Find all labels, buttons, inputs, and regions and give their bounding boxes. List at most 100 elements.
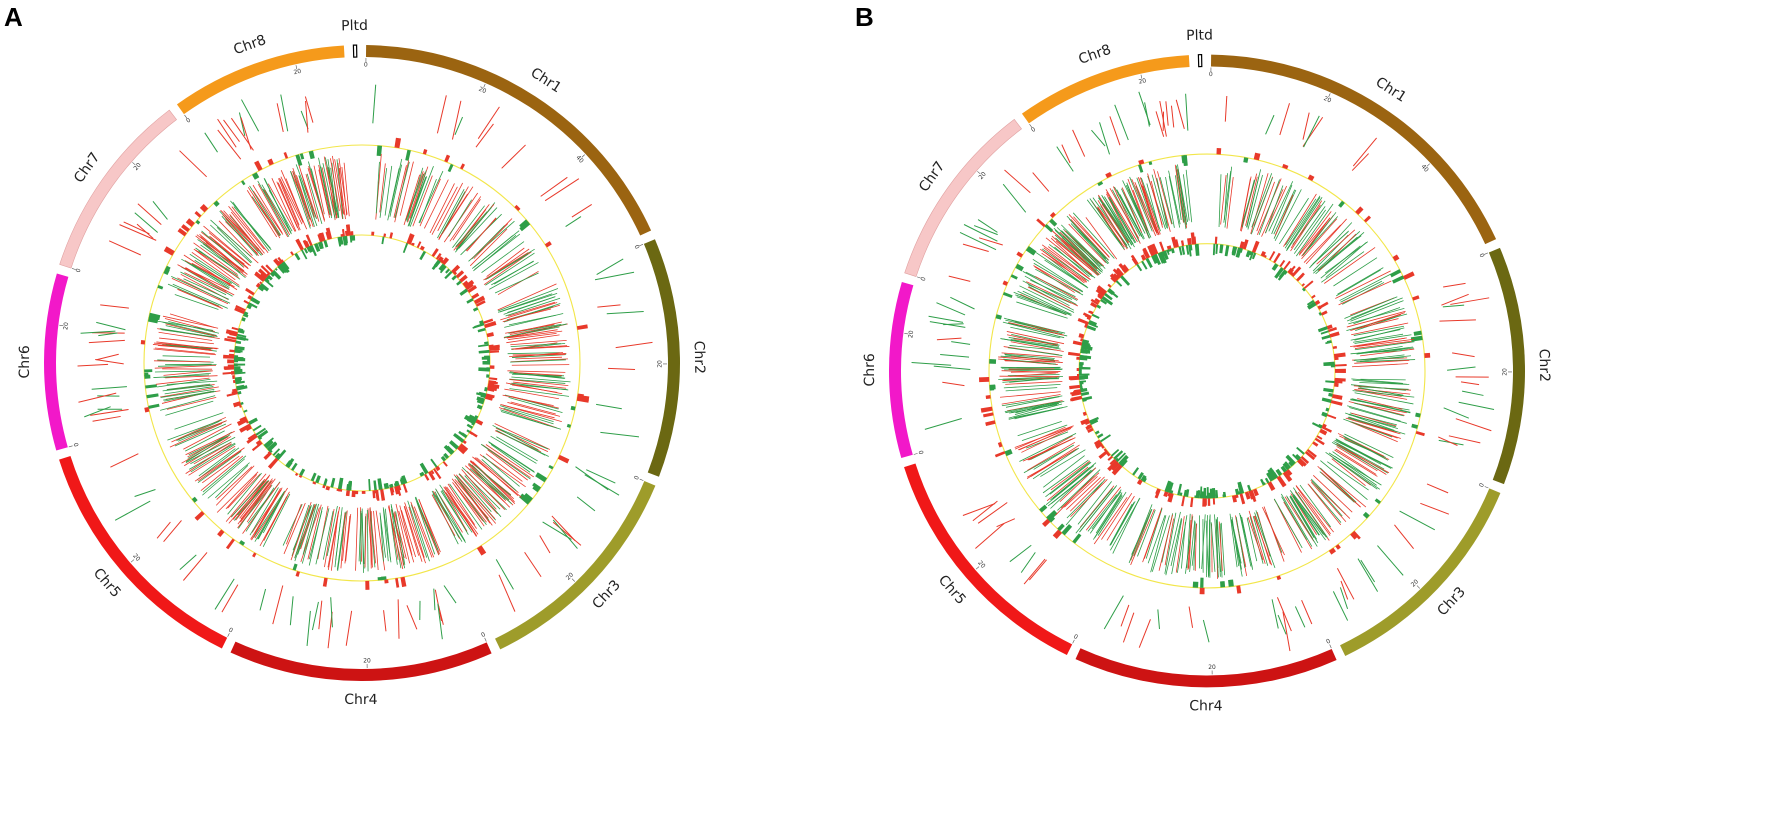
dense-feature-line (494, 423, 550, 450)
outer-histogram-bar (1403, 271, 1415, 280)
dense-feature-line (1051, 235, 1099, 276)
dense-feature-line (452, 205, 485, 249)
dense-feature-line (497, 288, 559, 312)
inner-histogram-bar (1232, 495, 1235, 500)
inner-histogram-bar (305, 234, 313, 246)
dense-feature-line (513, 372, 562, 376)
dense-feature-line (1305, 218, 1347, 265)
inner-histogram-bar (265, 441, 274, 449)
inner-histogram-bar (270, 272, 275, 277)
inner-histogram-bar (1078, 333, 1085, 339)
dense-feature-line (1105, 189, 1138, 243)
outer-feature-line (1109, 116, 1121, 146)
outer-histogram-bar (532, 485, 540, 493)
inner-histogram-bar (1088, 319, 1098, 327)
inner-histogram-bar (254, 271, 266, 281)
outer-feature-line (451, 100, 462, 140)
outer-feature-line (1377, 545, 1404, 576)
dense-feature-line (1066, 482, 1103, 519)
dense-feature-line (1042, 459, 1089, 494)
outer-histogram-bar (394, 137, 402, 149)
dense-feature-line (1023, 444, 1075, 474)
inner-histogram-bar (466, 298, 474, 304)
dense-feature-line (216, 227, 253, 263)
inner-histogram-bar (472, 307, 479, 312)
outer-feature-line (975, 522, 1005, 549)
outer-histogram-bar (1148, 161, 1153, 166)
dense-feature-line (1017, 290, 1072, 316)
dense-feature-line (1027, 286, 1071, 309)
chromosome-label-chr1: Chr1 (1373, 74, 1410, 106)
tick-mark (1072, 639, 1075, 644)
dense-feature-line (1001, 395, 1063, 407)
inner-histogram-bar (1283, 270, 1288, 275)
dense-feature-line (189, 253, 240, 288)
outer-histogram-bar (1355, 206, 1364, 215)
inner-histogram-bar (236, 333, 247, 338)
inner-histogram-bar (315, 475, 321, 484)
dense-feature-line (336, 512, 346, 570)
dense-feature-line (1022, 280, 1070, 307)
inner-histogram-bar (1283, 471, 1293, 481)
outer-feature-line (475, 123, 494, 148)
inner-histogram-bar (231, 326, 239, 331)
outer-histogram-bar (422, 148, 428, 155)
inner-histogram-bar (1280, 465, 1288, 473)
inner-histogram-bar (1082, 398, 1087, 402)
dense-feature-line (1201, 514, 1206, 569)
dense-feature-line (330, 167, 337, 212)
dense-feature-line (387, 506, 404, 570)
inner-histogram-bar (1076, 368, 1080, 371)
inner-histogram-bar (476, 399, 485, 405)
inner-histogram-bar (227, 359, 235, 364)
dense-feature-line (1001, 394, 1061, 405)
inner-histogram-bar (271, 269, 282, 280)
dense-feature-line (1168, 176, 1181, 228)
dense-feature-line (1274, 194, 1294, 236)
dense-feature-line (412, 175, 433, 227)
inner-histogram-bar (243, 409, 248, 413)
dense-feature-line (509, 388, 570, 397)
tick-label: 40 (1419, 163, 1429, 173)
inner-histogram-bar (1109, 273, 1119, 282)
outer-feature-line (98, 332, 118, 337)
outer-feature-line (276, 103, 284, 133)
dense-feature-line (498, 407, 558, 429)
dense-feature-line (1021, 428, 1072, 453)
dense-feature-line (1349, 407, 1407, 424)
inner-histogram-bar (223, 354, 235, 359)
inner-histogram-bar (1177, 483, 1182, 496)
dense-feature-line (499, 405, 554, 422)
inner-histogram-bar (402, 483, 408, 493)
inner-histogram-bar (1266, 472, 1274, 482)
inner-histogram-bar (1169, 490, 1173, 494)
inner-histogram-bar (279, 264, 288, 274)
inner-histogram-bar (1312, 441, 1319, 447)
inner-histogram-bar (1276, 475, 1287, 488)
dense-feature-line (1176, 515, 1188, 573)
dense-feature-line (1011, 333, 1060, 346)
inner-histogram-bar (257, 429, 269, 440)
dense-feature-line (1354, 340, 1412, 349)
dense-feature-line (506, 330, 563, 339)
inner-histogram-bar (1185, 489, 1190, 497)
dense-feature-line (1177, 168, 1188, 228)
inner-histogram-bar (1212, 498, 1216, 505)
outer-histogram-bar (400, 576, 407, 588)
dense-feature-line (429, 183, 455, 234)
dense-feature-line (1189, 520, 1196, 573)
outer-feature-line (542, 521, 572, 540)
chromosome-label-pltd: Pltd (341, 18, 368, 35)
inner-histogram-bar (1267, 468, 1277, 481)
dense-feature-line (262, 493, 291, 548)
outer-histogram-bar (181, 224, 190, 233)
dense-feature-line (1350, 300, 1404, 322)
inner-histogram-bar (419, 245, 425, 251)
outer-feature-line (540, 176, 568, 197)
inner-histogram-bar (298, 474, 303, 478)
circos-panel-a: Chr102040Chr2020Chr3020Chr4020Chr5020Chr… (17, 18, 707, 708)
dense-feature-line (1356, 359, 1416, 363)
inner-histogram-bar (1107, 283, 1112, 288)
dense-feature-line (1014, 425, 1074, 448)
inner-histogram-bar (1237, 485, 1244, 495)
